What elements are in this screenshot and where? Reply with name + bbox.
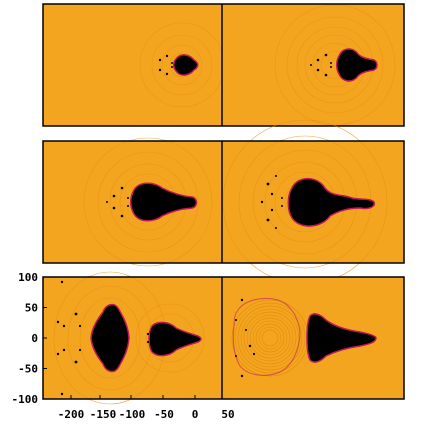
y-axis: 100 50 0 -50 -100	[12, 271, 47, 406]
x-tick-label: -100	[119, 408, 146, 421]
y-tick-label: -50	[18, 363, 38, 376]
y-tick-label: 100	[18, 271, 38, 284]
x-tick-label: -150	[90, 408, 117, 421]
panel-row1-right	[222, 4, 404, 126]
y-tick-label: -100	[12, 393, 39, 406]
x-tick-label: -50	[154, 408, 174, 421]
panel-row2-right	[222, 119, 404, 285]
panel-frame	[42, 3, 405, 127]
y-tick-label: 50	[25, 302, 38, 315]
blob	[148, 321, 202, 357]
blob	[173, 54, 199, 76]
panel-frame	[42, 140, 405, 264]
panel-row1-left	[43, 4, 225, 126]
blob	[336, 48, 378, 82]
shock-ring	[232, 297, 301, 376]
panel-row3-left	[43, 271, 222, 405]
blob-large	[90, 303, 130, 373]
y-tick-label: 0	[31, 332, 38, 345]
blob	[287, 177, 376, 227]
x-axis: -200 -150 -100 -50 0 50	[58, 395, 235, 421]
blob	[306, 313, 377, 363]
x-tick-label: -200	[58, 408, 85, 421]
x-tick-label: 0	[192, 408, 199, 421]
blob	[130, 182, 198, 222]
panel-row3-right	[222, 277, 404, 399]
panel-row2-left	[43, 137, 222, 267]
x-tick-label: 50	[221, 408, 234, 421]
